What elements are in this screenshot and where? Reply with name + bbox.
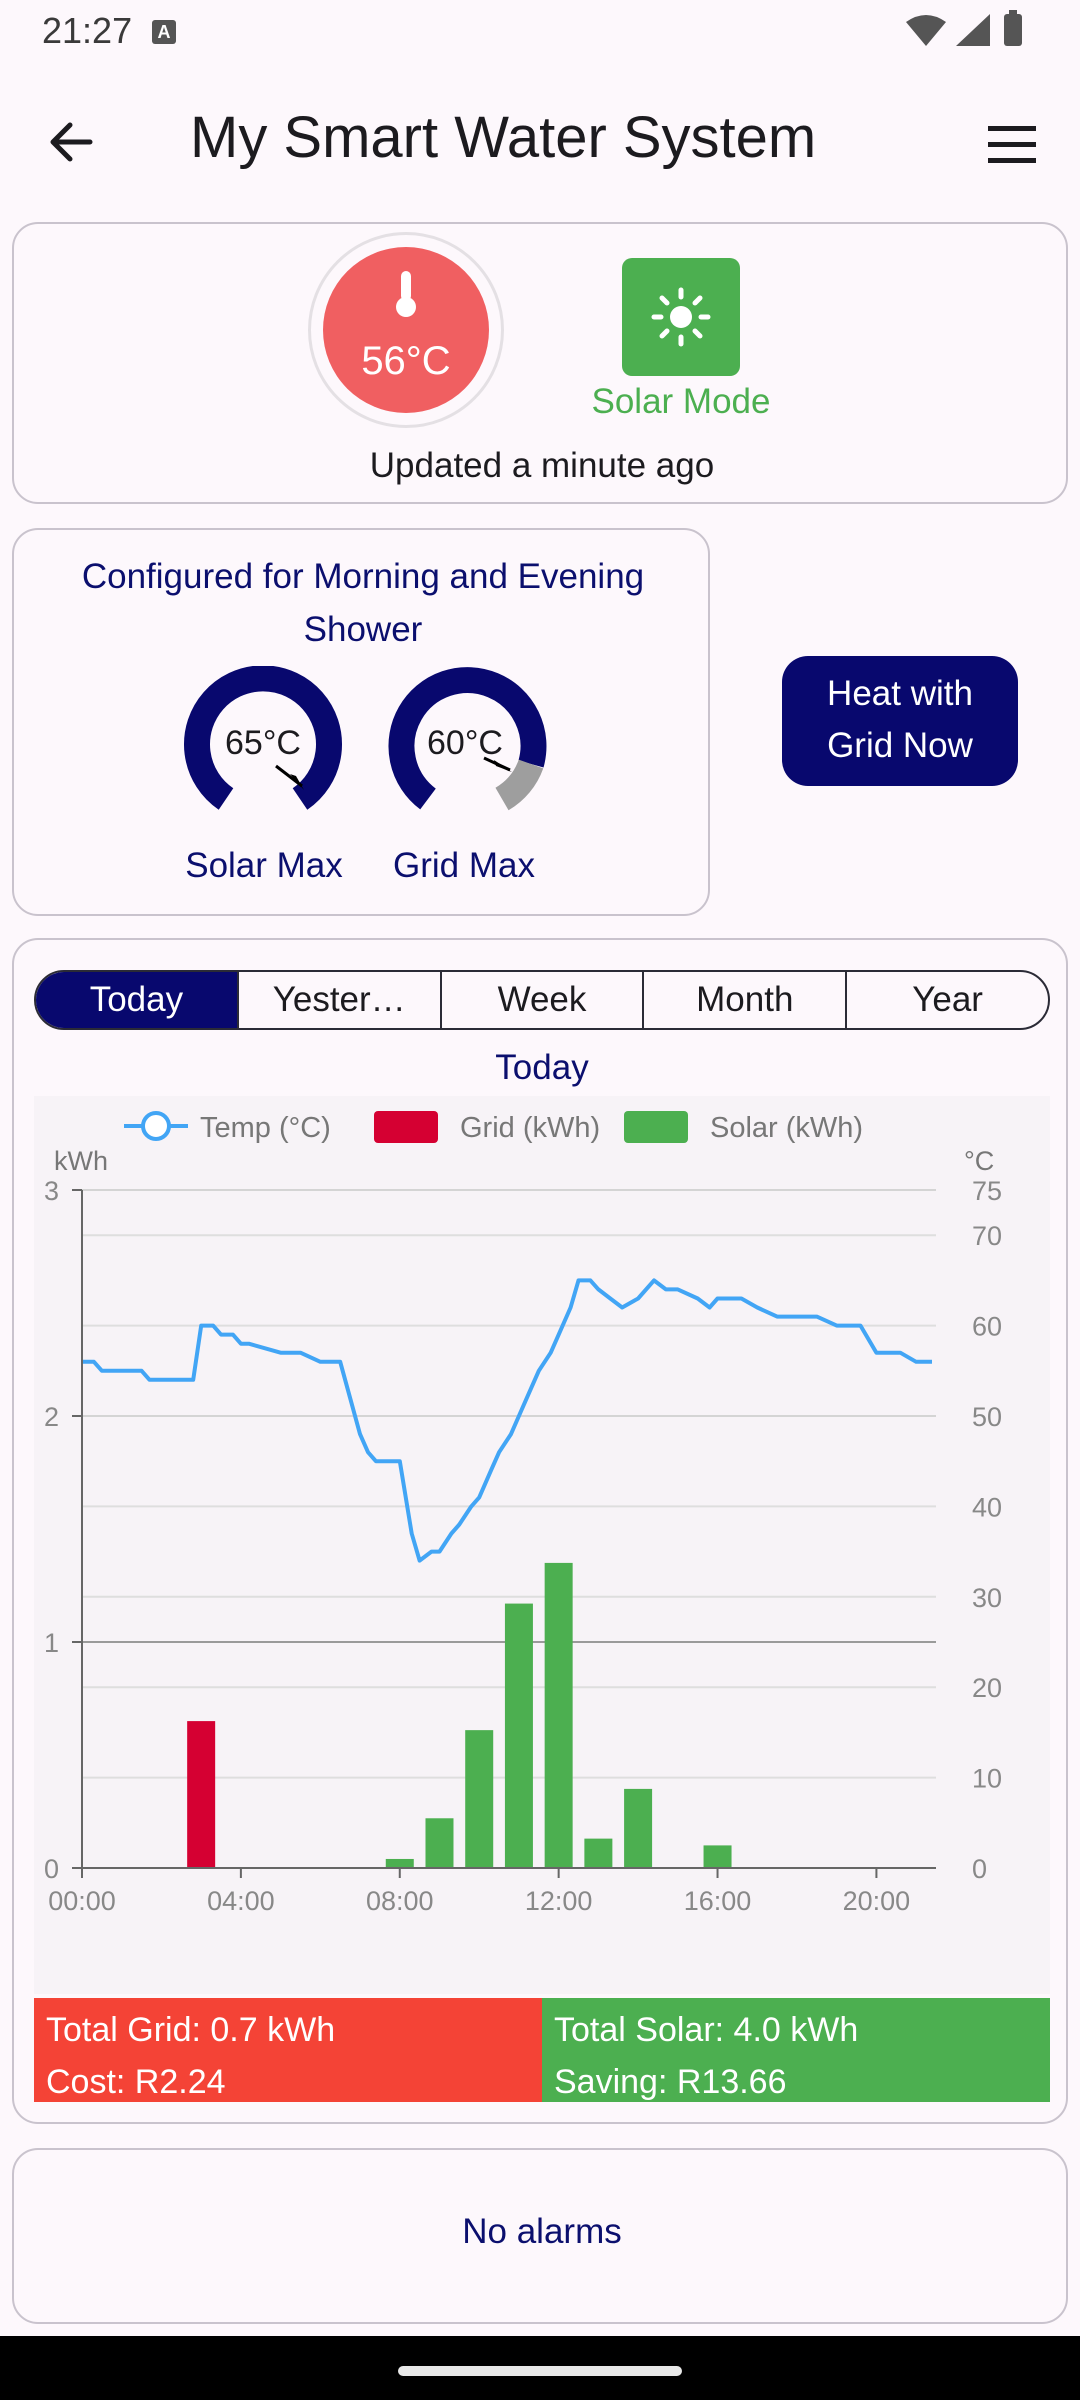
solar-bar-3 bbox=[504, 1603, 533, 1868]
right-tick-label-5: 50 bbox=[972, 1402, 1002, 1432]
x-tick-label-4: 16:00 bbox=[684, 1886, 752, 1916]
status-time: 21:27 bbox=[42, 10, 133, 51]
left-tick-label-3: 3 bbox=[44, 1176, 59, 1206]
legend-circle-marker bbox=[141, 1111, 171, 1141]
config-card[interactable]: Configured for Morning and Evening Showe… bbox=[12, 528, 710, 916]
x-tick-label-5: 20:00 bbox=[843, 1886, 911, 1916]
x-tick-label-1: 04:00 bbox=[207, 1886, 275, 1916]
status-card: 56°C Solar Mode Updated a minute ago bbox=[12, 222, 1068, 504]
left-tick-label-2: 2 bbox=[44, 1402, 59, 1432]
energy-chart: Temp (°C) Grid (kWh) Solar (kWh) kWh °C 0 1 2 3… bbox=[34, 1096, 1050, 1994]
arrow-left-icon[interactable] bbox=[40, 110, 104, 174]
legend-bar-marker bbox=[374, 1111, 438, 1143]
chart-temp-line bbox=[82, 1278, 932, 1563]
left-tick-label-1: 1 bbox=[44, 1628, 59, 1658]
sun-icon bbox=[651, 287, 711, 347]
right-tick-label-2: 20 bbox=[972, 1673, 1002, 1703]
legend-bar-marker bbox=[624, 1111, 688, 1143]
legend-item-1: Grid (kWh) bbox=[460, 1112, 600, 1144]
x-tick-label-0: 00:00 bbox=[48, 1886, 116, 1916]
chart-legend: Temp (°C) Grid (kWh) Solar (kWh) bbox=[124, 1111, 863, 1144]
total-solar-panel: Total Solar: 4.0 kWh Saving: R13.66 bbox=[542, 1998, 1050, 2102]
right-tick-label-6: 60 bbox=[972, 1312, 1002, 1342]
right-tick-label-3: 30 bbox=[972, 1583, 1002, 1613]
total-solar-text: Total Solar: 4.0 kWh bbox=[554, 2011, 859, 2049]
water-temperature: 56°C bbox=[361, 339, 451, 383]
keyboard-a-icon: A bbox=[152, 20, 176, 44]
energy-chart-card: Today Yester… Week Month Year Today Temp… bbox=[12, 938, 1068, 2124]
left-tick-label-0: 0 bbox=[44, 1854, 59, 1884]
config-title: Configured for Morning and Evening Showe… bbox=[81, 557, 645, 649]
mode-label: Solar Mode bbox=[591, 382, 771, 421]
right-tick-label-7: 70 bbox=[972, 1221, 1002, 1251]
page-title: My Smart Water System bbox=[190, 105, 817, 170]
grid-max-label: Grid Max bbox=[393, 846, 535, 885]
heat-with-grid-button[interactable]: Heat with Grid Now bbox=[782, 656, 1018, 786]
home-handle[interactable] bbox=[398, 2366, 682, 2376]
tab-week[interactable]: Week bbox=[439, 972, 643, 1028]
wifi-icon bbox=[906, 15, 946, 46]
solar-bar-7 bbox=[703, 1845, 732, 1868]
right-tick-label-1: 10 bbox=[972, 1764, 1002, 1794]
navigation-bar bbox=[0, 2336, 1080, 2400]
legend-item-2: Solar (kWh) bbox=[710, 1112, 863, 1144]
alarms-card: No alarms bbox=[12, 2148, 1068, 2324]
solar-bar-4 bbox=[544, 1562, 573, 1868]
signal-icon bbox=[956, 14, 990, 46]
solar-bar-1 bbox=[425, 1818, 454, 1868]
grid-bar-0 bbox=[187, 1721, 216, 1868]
legend-item-0: Temp (°C) bbox=[200, 1112, 331, 1144]
status-bar: 21:27 A bbox=[0, 0, 1080, 64]
tab-month[interactable]: Month bbox=[642, 972, 845, 1028]
thermometer-icon bbox=[396, 271, 416, 317]
range-tabs: Today Yester… Week Month Year bbox=[34, 970, 1050, 1030]
chart-gridlines bbox=[72, 1189, 936, 1869]
solar-bar-6 bbox=[624, 1788, 653, 1868]
right-axis-unit: °C bbox=[964, 1146, 994, 1176]
total-grid-panel: Total Grid: 0.7 kWh Cost: R2.24 bbox=[34, 1998, 542, 2102]
solar-saving-text: Saving: R13.66 bbox=[554, 2063, 787, 2101]
alarms-text: No alarms bbox=[462, 2212, 622, 2251]
tab-yesterday[interactable]: Yester… bbox=[236, 972, 440, 1028]
right-tick-label-8: 75 bbox=[972, 1176, 1002, 1206]
grid-cost-text: Cost: R2.24 bbox=[46, 2063, 226, 2101]
updated-text: Updated a minute ago bbox=[369, 446, 715, 485]
solar-max-value: 65°C bbox=[225, 724, 301, 762]
x-tick-label-2: 08:00 bbox=[366, 1886, 434, 1916]
right-tick-label-0: 0 bbox=[972, 1854, 987, 1884]
x-tick-label-3: 12:00 bbox=[525, 1886, 593, 1916]
battery-icon bbox=[1004, 14, 1022, 46]
temperature-indicator: 56°C bbox=[308, 232, 504, 428]
solar-mode-button[interactable] bbox=[622, 258, 740, 376]
system-icons bbox=[906, 10, 1022, 46]
chart-title: Today bbox=[495, 1048, 589, 1087]
solar-bar-0 bbox=[385, 1858, 414, 1868]
solar-bar-2 bbox=[465, 1730, 494, 1868]
solar-bar-5 bbox=[584, 1838, 613, 1868]
temp-series-line bbox=[82, 1278, 932, 1563]
right-tick-label-4: 40 bbox=[972, 1492, 1002, 1522]
solar-max-gauge: 65°C bbox=[178, 665, 348, 836]
total-grid-text: Total Grid: 0.7 kWh bbox=[46, 2011, 336, 2049]
hamburger-menu-icon[interactable] bbox=[980, 112, 1044, 176]
grid-max-gauge: 60°C bbox=[380, 666, 550, 836]
tab-year[interactable]: Year bbox=[845, 972, 1048, 1028]
solar-max-label: Solar Max bbox=[185, 846, 343, 885]
grid-max-value: 60°C bbox=[427, 724, 503, 762]
app-bar: My Smart Water System bbox=[0, 90, 1080, 186]
left-axis-unit: kWh bbox=[54, 1146, 108, 1176]
chart-bars bbox=[187, 1562, 732, 1868]
tab-today[interactable]: Today bbox=[36, 972, 237, 1028]
